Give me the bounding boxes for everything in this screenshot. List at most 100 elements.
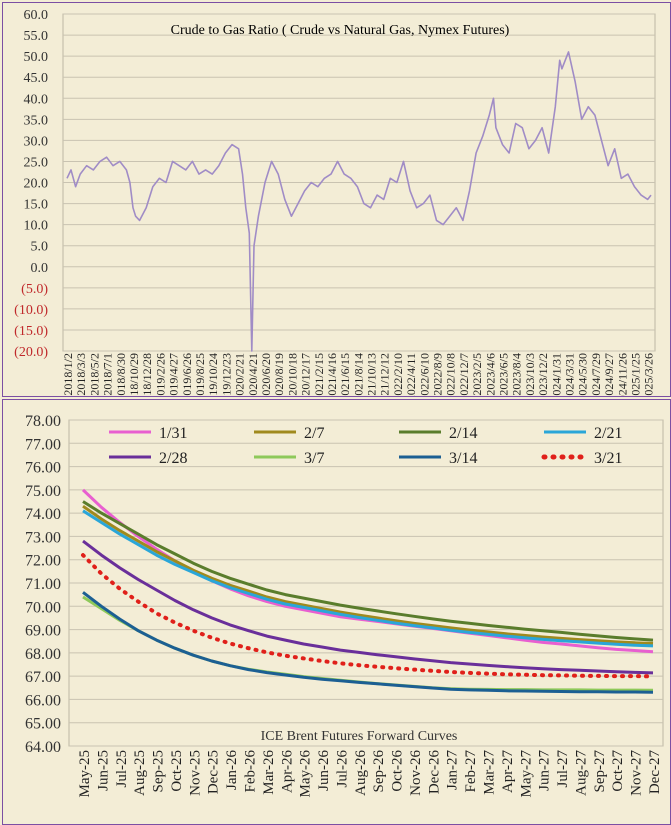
x-tick-label: 2019/10/24: [206, 353, 220, 396]
series-line-2-28: [82, 539, 654, 675]
x-tick-label: Jun-26: [316, 750, 332, 791]
x-tick-label: Jan-26: [224, 750, 240, 790]
series-line-2-14: [82, 500, 654, 642]
x-tick-label: 2021/8/14: [351, 353, 365, 396]
x-tick-label: 2022/12/7: [457, 353, 471, 396]
y-tick-label: 70.00: [25, 599, 61, 616]
y-tick-label: 20.0: [24, 177, 49, 192]
y-tick-label: 0.0: [31, 261, 49, 276]
x-tick-label: 2021/10/13: [365, 353, 379, 396]
x-tick-label: Aug-26: [353, 750, 369, 796]
x-tick-label: 2024/1/31: [549, 353, 563, 396]
y-tick-label: 65.00: [25, 716, 61, 733]
x-tick-label: 2018/1/2: [61, 353, 75, 396]
crude-gas-ratio-panel: 60.0 55.0 50.0 45.0 40.0 35.0 30.0 25.0 20.0 15.0…: [2, 2, 671, 397]
x-tick-label: 2021/6/15: [338, 353, 352, 396]
legend-label: 3/21: [594, 450, 622, 467]
y-tick-label: 77.00: [25, 436, 61, 453]
x-tick-label: Jun-27: [537, 750, 553, 791]
x-tick-label: 2024/3/31: [563, 353, 577, 396]
x-tick-label: Dec-26: [426, 750, 442, 795]
x-tick-label: Nov-26: [408, 750, 424, 796]
x-tick-label: 2021/4/16: [325, 353, 339, 396]
x-tick-label: 2025/1/25: [629, 353, 643, 396]
legend-label: 3/7: [304, 450, 324, 467]
y-tick-label: 10.0: [24, 219, 49, 234]
x-tick-label: 2025/3/26: [642, 353, 656, 396]
y-tick-label: 15.0: [24, 198, 49, 213]
x-tick-label: 2020/2/21: [233, 353, 247, 396]
x-tick-label: Aug-27: [573, 750, 589, 796]
x-tick-label: Sep-25: [151, 750, 167, 793]
y-tick-label: 68.00: [25, 646, 61, 663]
legend-label: 1/31: [159, 425, 187, 442]
y-tick-label: 40.0: [24, 92, 49, 107]
x-tick-label: May-25: [77, 750, 93, 798]
chart-title: ICE Brent Futures Forward Curves: [261, 729, 458, 744]
y-tick-label: 60.0: [24, 8, 49, 23]
y-tick-label: 35.0: [24, 113, 49, 128]
chart-title: Crude to Gas Ratio ( Crude vs Natural Ga…: [171, 23, 510, 38]
legend-label: 2/7: [304, 425, 324, 442]
x-tick-label: 2019/12/23: [219, 353, 233, 396]
x-tick-label: Dec-27: [647, 750, 663, 795]
x-tick-label: 2020/8/19: [272, 353, 286, 396]
x-tick-label: 2023/8/4: [510, 353, 524, 396]
x-tick-label: 2018/10/29: [127, 353, 141, 396]
y-tick-label: 45.0: [24, 71, 49, 86]
x-tick-label: 2022/4/11: [404, 353, 418, 396]
x-tick-label: Dec-25: [206, 750, 222, 794]
x-tick-label: 2022/8/9: [431, 353, 445, 396]
y-tick-label: 64.00: [25, 739, 61, 756]
ratio-series-line: [66, 51, 652, 352]
x-tick-label: May-27: [518, 750, 534, 798]
y-tick-label: 76.00: [25, 460, 61, 477]
x-tick-label: 2019/8/25: [193, 353, 207, 396]
y-tick-label: 30.0: [24, 134, 49, 149]
x-tick-label: May-26: [298, 750, 314, 798]
y-tick-label: 5.0: [31, 240, 49, 255]
y-tick-label: (5.0): [21, 282, 48, 297]
y-tick-label: (10.0): [14, 303, 48, 318]
y-tick-label: 78.00: [25, 413, 61, 430]
x-tick-label: 2018/7/1: [101, 353, 115, 396]
y-tick-label: 75.00: [25, 483, 61, 500]
x-tick-label: 2023/12/2: [536, 353, 550, 396]
y-tick-label: 71.00: [25, 576, 61, 593]
y-tick-label: 74.00: [25, 506, 61, 523]
x-tick-label: Oct-26: [390, 750, 406, 792]
x-tick-label: 2024/9/27: [602, 353, 616, 396]
y-tick-label: (15.0): [14, 324, 48, 339]
x-tick-label: Jul-27: [555, 750, 571, 788]
x-tick-label: 2019/4/27: [167, 353, 181, 396]
x-tick-label: 2023/2/5: [470, 353, 484, 396]
series-line-2-7: [82, 504, 654, 645]
x-tick-label: Sep-27: [592, 750, 608, 793]
x-tick-label: 2020/6/20: [259, 353, 273, 396]
series-line-3-14: [82, 591, 654, 694]
x-tick-label: Aug-25: [132, 750, 148, 796]
x-tick-label: Jun-25: [95, 750, 111, 791]
x-tick-label: 2018/12/28: [140, 353, 154, 396]
y-tick-label: 72.00: [25, 553, 61, 570]
x-tick-label: Apr-27: [500, 750, 516, 794]
x-tick-label: Oct-27: [610, 750, 626, 792]
x-tick-label: Jan-27: [445, 750, 461, 790]
brent-forward-curves-chart: 78.00 77.00 76.00 75.00 74.00 73.00 72.00 71.00…: [25, 413, 664, 798]
brent-forward-curves-panel: 78.00 77.00 76.00 75.00 74.00 73.00 72.00 71.00…: [2, 399, 671, 825]
y-tick-label: 25.0: [24, 155, 49, 170]
legend-label: 2/28: [159, 450, 187, 467]
x-tick-label: 2022/6/10: [417, 353, 431, 396]
x-tick-label: 2018/8/30: [114, 353, 128, 396]
x-tick-label: 2021/2/15: [312, 353, 326, 396]
x-tick-label: 2022/10/8: [444, 353, 458, 396]
x-tick-label: 2020/10/18: [285, 353, 299, 396]
legend-label: 2/14: [449, 425, 477, 442]
x-tick-label: 2023/10/3: [523, 353, 537, 396]
x-tick-label: Nov-25: [187, 750, 203, 796]
y-tick-label: 66.00: [25, 692, 61, 709]
x-tick-label: Mar-27: [482, 750, 498, 795]
x-tick-label: 2024/7/29: [589, 353, 603, 396]
y-tick-label: 73.00: [25, 529, 61, 546]
x-tick-label: 2024/5/30: [576, 353, 590, 396]
